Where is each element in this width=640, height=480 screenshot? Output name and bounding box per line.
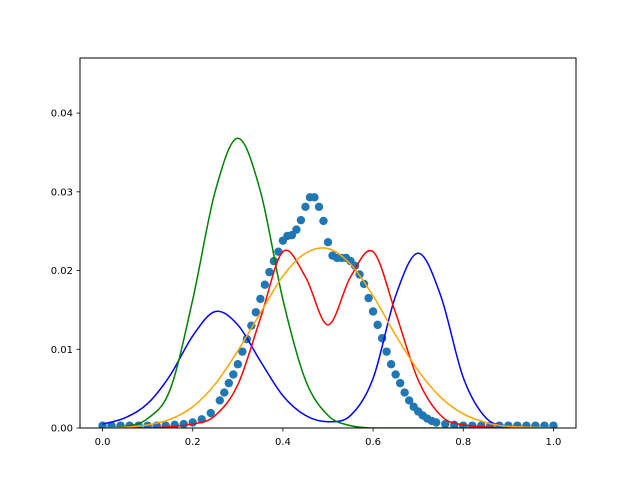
y-tick-label: 0.03 xyxy=(51,187,73,198)
y-tick-label: 0.01 xyxy=(51,345,73,356)
scatter-point xyxy=(373,320,382,330)
scatter-point xyxy=(256,294,265,304)
scatter-point xyxy=(368,307,378,316)
scatter-point xyxy=(301,202,310,211)
scatter-point xyxy=(319,216,328,226)
scatter-point xyxy=(382,347,391,356)
scatter-point xyxy=(206,408,215,418)
x-tick-label: 0.4 xyxy=(275,437,291,448)
scatter-point xyxy=(292,225,301,234)
scatter-point xyxy=(432,418,441,427)
x-tick-label: 0.8 xyxy=(455,437,471,448)
scatter-point xyxy=(220,388,229,397)
scatter-point xyxy=(188,418,197,427)
scatter-point xyxy=(391,370,400,379)
x-tick-label: 0.2 xyxy=(185,437,201,448)
series-layer xyxy=(98,137,558,428)
series-line-2 xyxy=(102,249,554,428)
scatter-point xyxy=(314,202,324,211)
y-tick-label: 0.02 xyxy=(51,266,73,277)
scatter-point xyxy=(323,238,333,247)
scatter-point xyxy=(215,396,224,405)
scatter-point xyxy=(400,388,409,397)
x-axis: 0.0 0.2 0.4 0.6 0.8 1.0 xyxy=(95,428,562,448)
x-tick-label: 0.0 xyxy=(95,437,111,448)
scatter-point xyxy=(531,421,540,428)
y-tick-label: 0.00 xyxy=(51,424,73,435)
scatter-point xyxy=(364,293,373,303)
series-line-3 xyxy=(102,247,554,428)
scatter-point xyxy=(310,193,319,202)
scatter-point xyxy=(549,421,558,428)
scatter-point xyxy=(540,421,549,428)
series-line-1 xyxy=(102,137,554,428)
scatter-point xyxy=(404,396,414,405)
x-tick-label: 0.6 xyxy=(365,437,381,448)
y-tick-label: 0.04 xyxy=(51,109,73,120)
y-axis: 0.00 0.01 0.02 0.03 0.04 xyxy=(51,109,80,435)
scatter-point xyxy=(441,419,450,428)
scatter-point xyxy=(238,347,247,356)
scatter-point xyxy=(179,419,188,428)
scatter-point xyxy=(395,378,405,388)
x-tick-label: 1.0 xyxy=(546,437,562,448)
scatter-point xyxy=(265,267,274,277)
scatter-point xyxy=(296,215,306,225)
scatter-point xyxy=(224,378,233,388)
plot-frame xyxy=(79,57,577,429)
scatter-point xyxy=(229,370,238,379)
scatter-point xyxy=(251,308,261,317)
scatter-point xyxy=(233,360,243,369)
scatter-point xyxy=(386,360,396,369)
scatter-point xyxy=(260,280,270,289)
